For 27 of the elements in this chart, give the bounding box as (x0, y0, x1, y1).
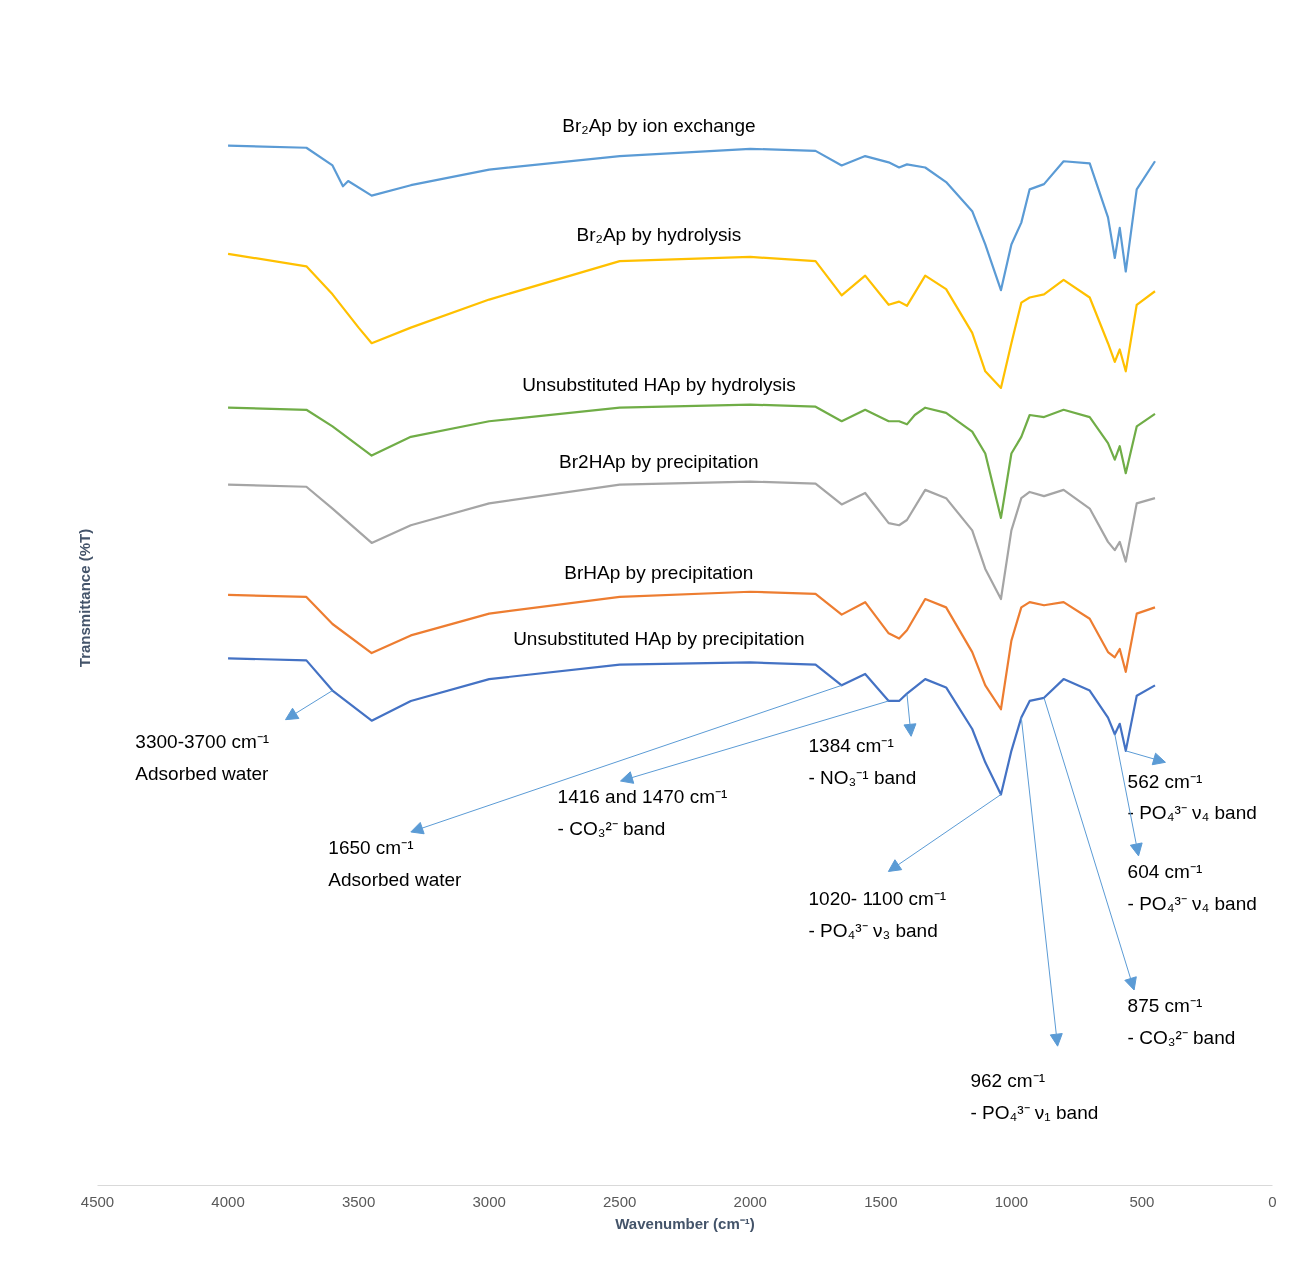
x-axis-title: Wavenumber (cm⁻¹) (615, 1214, 755, 1232)
series-label: Unsubstituted HAp by precipitation (513, 628, 805, 650)
x-tick-label: 3500 (341, 1192, 376, 1210)
annotation: 3300-3700 cm⁻¹ Adsorbed water (135, 731, 270, 784)
x-tick-label: 3000 (472, 1192, 506, 1210)
annotation: 1650 cm⁻¹ Adsorbed water (328, 837, 463, 890)
x-tick-label: 2000 (733, 1192, 767, 1210)
annotation: 1416 and 1470 cm⁻¹ - CO₃²⁻ band (557, 786, 728, 839)
series-label: Unsubstituted HAp by hydrolysis (522, 374, 796, 396)
y-axis-title: Transmittance (%T) (75, 528, 93, 668)
annotation: 962 cm⁻¹ - PO₄³⁻ ν₁ band (970, 1070, 1099, 1123)
annotation: 875 cm⁻¹ - CO₃²⁻ band (1127, 995, 1236, 1048)
annotation: 1020- 1100 cm⁻¹ - PO₄³⁻ ν₃ band (808, 888, 947, 941)
x-tick-label: 500 (1129, 1192, 1155, 1210)
series-label: BrHAp by precipitation (564, 561, 754, 583)
annotation: 1384 cm⁻¹ - NO₃⁻¹ band (808, 735, 917, 788)
x-tick-label: 4500 (80, 1192, 115, 1210)
x-tick-label: 1000 (994, 1192, 1029, 1210)
series-label: Br₂Ap by ion exchange (562, 115, 756, 137)
annotation: 604 cm⁻¹ - PO₄³⁻ ν₄ band (1127, 861, 1257, 914)
x-tick-label: 4000 (211, 1192, 245, 1210)
x-tick-label: 1500 (864, 1192, 898, 1210)
x-tick-label: 0 (1268, 1192, 1277, 1210)
series-label: Br₂Ap by hydrolysis (576, 223, 742, 245)
x-tick-label: 2500 (603, 1192, 637, 1210)
annotation: 562 cm⁻¹ - PO₄³⁻ ν₄ band (1127, 770, 1257, 824)
series-label: Br2HAp by precipitation (559, 451, 759, 473)
